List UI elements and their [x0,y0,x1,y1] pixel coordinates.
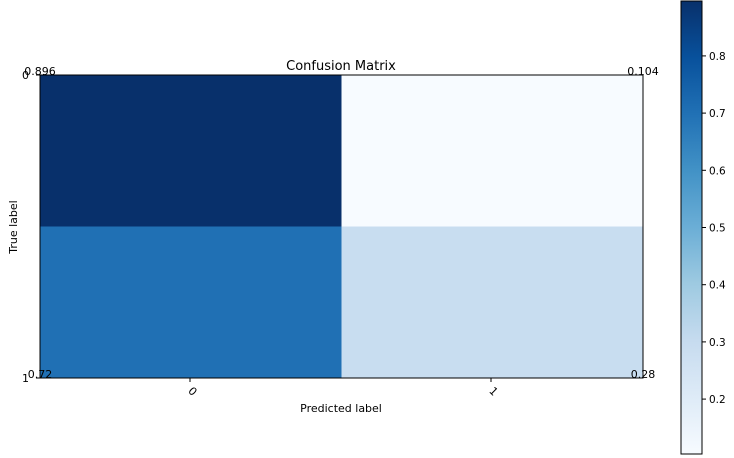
cell-value-label: 0.72 [28,368,53,381]
colorbar-tick-label: 0.5 [709,223,726,235]
x-axis-label: Predicted label [300,402,382,415]
y-axis-label: True label [7,200,20,254]
heatmap-cell-r0-c0 [40,75,342,227]
heatmap-cells [40,75,643,378]
cell-value-label: 0.896 [24,65,56,78]
chart-title: Confusion Matrix [286,59,396,74]
colorbar [681,1,702,454]
cell-value-label: 0.28 [631,368,656,381]
cell-value-label: 0.104 [627,65,659,78]
colorbar-tick-label: 0.3 [709,337,726,349]
colorbar-tick-label: 0.4 [709,280,726,292]
y-tick-label: 0 [22,69,29,82]
heatmap-cell-r0-c1 [341,75,643,227]
heatmap-cell-r1-c0 [40,226,342,378]
x-tick-label: 1 [486,384,500,398]
x-tick-label: 0 [185,384,199,398]
y-axis-ticks: 01 [22,69,40,385]
colorbar-tick-label: 0.2 [709,394,726,406]
colorbar-ticks: 0.2 0.3 0.4 0.5 0.6 0.7 0.8 [702,51,726,406]
heatmap-cell-r1-c1 [341,226,643,378]
colorbar-tick-label: 0.7 [709,108,726,120]
plot-frame [39,74,644,379]
colorbar-tick-label: 0.8 [709,51,726,63]
y-tick-label: 1 [22,372,29,385]
cell-value-labels: 0.896 0.104 0.72 0.28 [24,65,659,381]
colorbar-tick-label: 0.6 [709,165,726,177]
